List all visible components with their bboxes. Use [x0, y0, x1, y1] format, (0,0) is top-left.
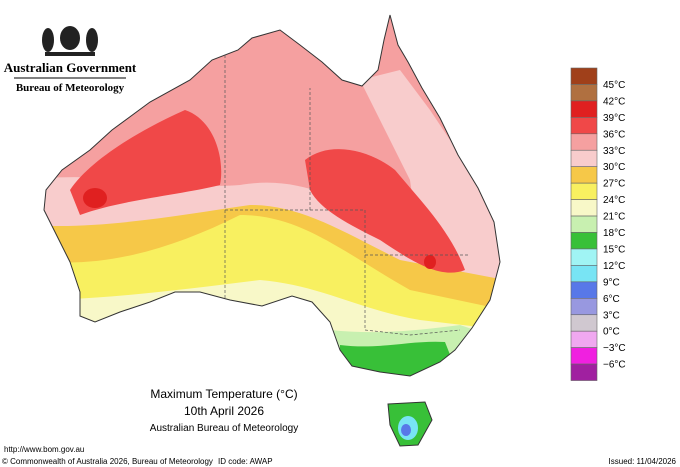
legend-swatch: [570, 149, 598, 168]
legend-swatch: [570, 281, 598, 299]
legend-label: 39°C: [603, 113, 625, 124]
legend-swatch: [570, 297, 598, 316]
map-source: Australian Bureau of Meteorology: [150, 423, 298, 434]
legend-label: 12°C: [603, 261, 625, 272]
footer-issued: Issued: 11/04/2026: [609, 457, 677, 466]
legend-label: 27°C: [603, 179, 625, 190]
state-borders: [224, 55, 470, 336]
legend-swatch: [570, 84, 598, 102]
legend-label: 9°C: [603, 277, 620, 288]
map-title: Maximum Temperature (°C): [150, 387, 297, 401]
legend-swatch: [570, 117, 598, 135]
legend-label: 36°C: [603, 129, 625, 140]
legend-label: 21°C: [603, 212, 625, 223]
legend-swatch: [570, 330, 598, 348]
map-date: 10th April 2026: [184, 404, 264, 418]
header-government: Australian Government: [4, 60, 137, 75]
legend-label: 3°C: [603, 310, 620, 321]
legend-label: 24°C: [603, 195, 625, 206]
footer-id-code: ID code: AWAP: [218, 457, 273, 466]
legend-swatch: [570, 133, 598, 151]
temperature-field: [44, 15, 500, 446]
legend-swatch: [570, 215, 598, 233]
legend-label: −6°C: [603, 360, 626, 371]
legend-swatch: [570, 199, 598, 217]
footer-copyright: © Commonwealth of Australia 2026, Bureau…: [2, 457, 213, 466]
legend-swatch: [570, 232, 598, 250]
legend-label: 18°C: [603, 228, 625, 239]
legend-swatch: [570, 67, 598, 85]
legend-label: 0°C: [603, 327, 620, 338]
legend-label: 15°C: [603, 244, 625, 255]
legend-swatch: [570, 248, 598, 266]
legend-label: −3°C: [603, 343, 626, 354]
legend-swatch: [570, 265, 598, 283]
legend-label: 45°C: [603, 80, 625, 91]
legend-label: 30°C: [603, 162, 625, 173]
legend-swatch: [570, 182, 598, 200]
coastline: [43, 14, 501, 447]
legend-swatch: [570, 363, 598, 381]
header-agency: Bureau of Meteorology: [16, 82, 125, 94]
legend-swatch: [570, 314, 598, 332]
legend-label: 6°C: [603, 294, 620, 305]
legend: 45°C 42°C 39°C 36°C 33°C 30°C 27°C 24°C 21°C 18°C…: [570, 67, 626, 381]
coat-of-arms: [42, 26, 98, 56]
legend-label: 33°C: [603, 146, 625, 157]
legend-swatch: [570, 347, 598, 365]
legend-label: 42°C: [603, 96, 625, 107]
legend-swatch: [570, 100, 598, 118]
legend-swatch: [570, 166, 598, 184]
footer-url: http://www.bom.gov.au: [4, 445, 84, 454]
